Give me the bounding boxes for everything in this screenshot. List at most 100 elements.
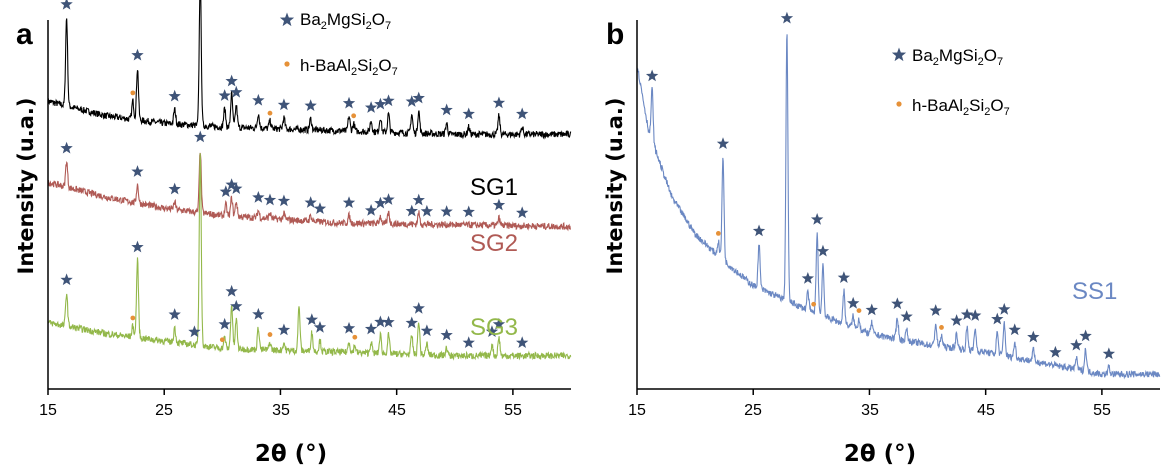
- series-label-sg1: SG1: [470, 174, 518, 201]
- ba2mgsi2o7-peak-marker: [516, 206, 529, 219]
- ba2mgsi2o7-peak-marker: [131, 165, 144, 177]
- ba2mgsi2o7-peak-marker: [1102, 347, 1116, 360]
- series-line-sg3: [47, 153, 572, 361]
- series-line-ss1: [636, 34, 1161, 380]
- ba2mgsi2o7-peak-marker: [304, 99, 317, 111]
- series-label-ss1: SS1: [1072, 278, 1117, 305]
- ba2mgsi2o7-peak-marker: [168, 182, 181, 195]
- h-baal2si2o7-peak-marker: [267, 332, 273, 337]
- ba2mgsi2o7-peak-marker: [412, 301, 425, 314]
- panel-b-tick-label-15: 15: [628, 402, 646, 419]
- ba2mgsi2o7-peak-marker: [218, 317, 231, 330]
- panel-b-xlabel: 2θ (°): [844, 441, 916, 467]
- ba2mgsi2o7-peak-marker: [382, 193, 395, 205]
- ba2mgsi2o7-peak-marker: [230, 299, 243, 312]
- ba2mgsi2o7-peak-marker: [131, 48, 144, 61]
- ba2mgsi2o7-peak-marker: [168, 89, 181, 102]
- ba2mgsi2o7-peak-marker: [252, 307, 265, 320]
- ba2mgsi2o7-peak-marker: [1027, 330, 1040, 343]
- panel-a-legend-entry-h-baal2si2o7: h-BaAl2Si2O7: [300, 56, 398, 78]
- ba2mgsi2o7-peak-marker: [188, 325, 201, 338]
- h-baal2si2o7-peak-marker: [352, 334, 358, 340]
- ba2mgsi2o7-peak-marker: [405, 95, 418, 107]
- h-baal2si2o7-peak-marker: [811, 301, 817, 307]
- panel-b-tick-label-25: 25: [744, 402, 762, 419]
- panel-a-x-ticks: [47, 389, 514, 395]
- ba2mgsi2o7-peak-marker: [313, 202, 327, 215]
- ba2mgsi2o7-peak-marker: [225, 284, 238, 297]
- ba2mgsi2o7-peak-marker: [420, 324, 434, 337]
- panel-a-legend-entry-ba2mgsi2o7: Ba2MgSi2O7: [300, 10, 391, 32]
- ba2mgsi2o7-peak-marker: [305, 313, 319, 326]
- panel-a-plot-area: [47, 0, 572, 361]
- ba2mgsi2o7-peak-marker: [900, 310, 913, 322]
- ba2mgsi2o7-peak-marker: [304, 196, 317, 208]
- ba2mgsi2o7-peak-marker: [492, 96, 506, 109]
- ba2mgsi2o7-peak-marker: [374, 196, 387, 209]
- ba2mgsi2o7-peak-marker: [801, 272, 815, 284]
- panel-b-tick-label-45: 45: [977, 402, 995, 419]
- h-baal2si2o7-peak-marker: [219, 337, 225, 343]
- ba2mgsi2o7-peak-marker: [846, 296, 860, 309]
- ba2mgsi2o7-peak-marker: [364, 203, 378, 216]
- ba2mgsi2o7-peak-marker: [230, 85, 243, 98]
- panel-a-tick-label-35: 35: [272, 402, 290, 419]
- ba2mgsi2o7-peak-marker: [252, 93, 265, 106]
- ba2mgsi2o7-peak-marker: [837, 271, 851, 283]
- panel-a-ylabel: Intensity (u.a.): [14, 97, 38, 274]
- ba2mgsi2o7-peak-marker: [230, 182, 243, 194]
- ba2mgsi2o7-peak-marker: [865, 303, 878, 316]
- ba2mgsi2o7-peak-marker: [891, 297, 904, 310]
- ba2mgsi2o7-peak-marker: [342, 321, 356, 334]
- panel-a-tick-label-15: 15: [39, 402, 57, 419]
- panel-b-tick-label-55: 55: [1093, 402, 1111, 419]
- ba2mgsi2o7-peak-marker: [752, 224, 766, 237]
- series-label-sg2: SG2: [470, 230, 518, 257]
- ba2mgsi2o7-peak-marker: [277, 323, 291, 336]
- ba2mgsi2o7-peak-marker: [342, 96, 356, 109]
- ba2mgsi2o7-peak-marker: [991, 312, 1004, 325]
- panel-b-legend-dot-icon: [896, 101, 902, 107]
- panel-b-legend: Ba2MgSi2O7 h-BaAl2Si2O7: [891, 46, 1010, 118]
- ba2mgsi2o7-peak-marker: [810, 213, 824, 225]
- ba2mgsi2o7-peak-marker: [131, 240, 144, 253]
- panel-a-tick-label-55: 55: [504, 402, 522, 419]
- ba2mgsi2o7-peak-marker: [218, 89, 231, 101]
- ba2mgsi2o7-peak-marker: [492, 198, 506, 211]
- ba2mgsi2o7-peak-marker: [929, 304, 942, 316]
- ba2mgsi2o7-peak-marker: [1049, 345, 1062, 358]
- panel-a-xlabel: 2θ (°): [255, 441, 327, 467]
- ba2mgsi2o7-peak-marker: [405, 204, 418, 217]
- panel-a-tick-label-25: 25: [155, 402, 173, 419]
- ba2mgsi2o7-peak-marker: [950, 314, 963, 326]
- panel-b: b Intensity (u.a.) 15 25 35 45 55 2θ (°)…: [603, 11, 1161, 467]
- ba2mgsi2o7-peak-marker: [382, 94, 395, 107]
- ba2mgsi2o7-peak-marker: [382, 315, 395, 328]
- panel-b-letter: b: [606, 18, 624, 51]
- panel-b-legend-entry-ba2mgsi2o7: Ba2MgSi2O7: [912, 46, 1003, 68]
- ba2mgsi2o7-peak-marker: [780, 11, 794, 24]
- ba2mgsi2o7-peak-marker: [60, 273, 73, 286]
- ba2mgsi2o7-peak-marker: [492, 317, 506, 330]
- ba2mgsi2o7-peak-marker: [412, 91, 425, 104]
- ba2mgsi2o7-peak-marker: [1079, 329, 1092, 342]
- panel-b-tick-label-35: 35: [861, 402, 879, 419]
- panel-b-ylabel: Intensity (u.a.): [603, 97, 627, 274]
- series-line-sg2: [47, 152, 572, 232]
- ba2mgsi2o7-peak-marker: [485, 325, 499, 337]
- ba2mgsi2o7-peak-marker: [225, 74, 238, 87]
- ba2mgsi2o7-peak-marker: [60, 0, 73, 10]
- ba2mgsi2o7-peak-marker: [277, 98, 291, 111]
- ba2mgsi2o7-peak-marker: [364, 322, 378, 335]
- ba2mgsi2o7-peak-marker: [816, 244, 830, 257]
- ba2mgsi2o7-peak-marker: [516, 336, 529, 349]
- ba2mgsi2o7-peak-marker: [440, 328, 453, 341]
- ba2mgsi2o7-peak-marker: [60, 141, 73, 154]
- panel-b-legend-entry-h-baal2si2o7: h-BaAl2Si2O7: [912, 96, 1010, 118]
- h-baal2si2o7-peak-marker: [130, 90, 136, 96]
- ba2mgsi2o7-peak-marker: [342, 196, 356, 208]
- panel-a: a Intensity (u.a.) 15 25 35 45 55 2θ (°)…: [14, 0, 572, 467]
- ba2mgsi2o7-peak-marker: [462, 336, 475, 349]
- series-line-sg1: [47, 0, 572, 140]
